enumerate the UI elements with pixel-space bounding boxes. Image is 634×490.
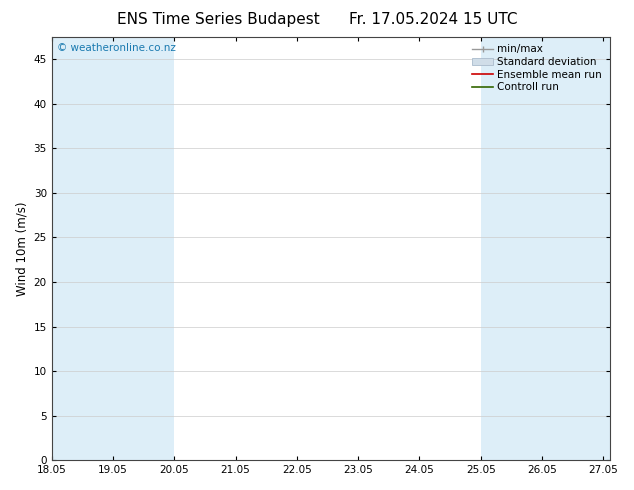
Y-axis label: Wind 10m (m/s): Wind 10m (m/s): [15, 201, 28, 296]
Bar: [481, 37, 542, 460]
Text: ENS Time Series Budapest      Fr. 17.05.2024 15 UTC: ENS Time Series Budapest Fr. 17.05.2024 …: [117, 12, 517, 27]
Bar: [51, 37, 113, 460]
Legend: min/max, Standard deviation, Ensemble mean run, Controll run: min/max, Standard deviation, Ensemble me…: [470, 42, 604, 94]
Bar: [542, 37, 609, 460]
Bar: [113, 37, 174, 460]
Text: © weatheronline.co.nz: © weatheronline.co.nz: [57, 44, 176, 53]
